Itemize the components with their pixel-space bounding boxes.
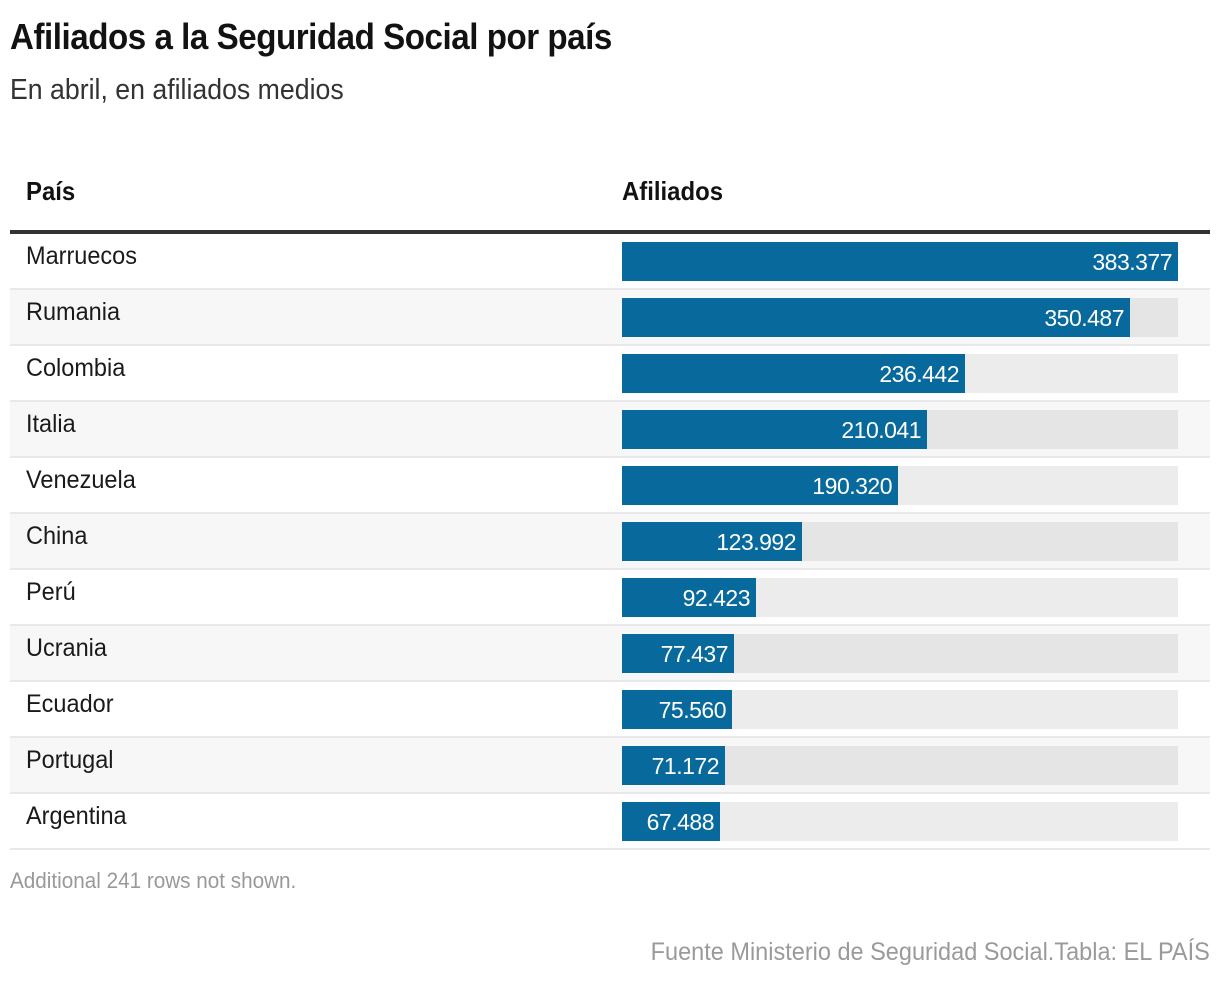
table-row: Argentina 67.488 (10, 794, 1210, 850)
rows-not-shown-note: Additional 241 rows not shown. (10, 868, 297, 893)
country-name: Ecuador (26, 690, 114, 718)
value-bar: 92.423 (622, 578, 756, 617)
country-name: Rumania (26, 298, 121, 326)
country-name: Colombia (26, 354, 126, 382)
value-label: 71.172 (651, 753, 720, 779)
chart-title: Afiliados a la Seguridad Social por país (10, 16, 612, 57)
value-label: 236.442 (879, 361, 959, 387)
table-header: País Afiliados (10, 170, 1210, 230)
table-row: Venezuela 190.320 (10, 458, 1210, 514)
value-bar: 123.992 (622, 522, 802, 561)
bar-track: 92.423 (622, 578, 1178, 617)
value-bar: 190.320 (622, 466, 898, 505)
bar-track: 75.560 (622, 690, 1178, 729)
value-bar: 350.487 (622, 298, 1130, 337)
table-row: China 123.992 (10, 514, 1210, 570)
table-row: Perú 92.423 (10, 570, 1210, 626)
value-label: 77.437 (660, 641, 729, 667)
country-name: Marruecos (26, 242, 138, 270)
table-row: Rumania 350.487 (10, 290, 1210, 346)
value-bar: 210.041 (622, 410, 927, 449)
value-bar: 77.437 (622, 634, 734, 673)
country-name: Venezuela (26, 466, 136, 494)
bar-track: 210.041 (622, 410, 1178, 449)
value-label: 210.041 (841, 417, 921, 443)
header-divider (10, 230, 1210, 234)
value-label: 75.560 (658, 697, 727, 723)
table-row: Colombia 236.442 (10, 346, 1210, 402)
bar-track: 123.992 (622, 522, 1178, 561)
value-label: 92.423 (682, 585, 751, 611)
column-header-value[interactable]: Afiliados (622, 176, 724, 206)
bar-track: 383.377 (622, 242, 1178, 281)
table-body: Marruecos 383.377 Rumania 350.487 Colombia 23… (10, 234, 1210, 850)
country-name: Portugal (26, 746, 114, 774)
value-label: 383.377 (1092, 249, 1172, 275)
bar-track: 67.488 (622, 802, 1178, 841)
country-name: Ucrania (26, 634, 107, 662)
table-row: Italia 210.041 (10, 402, 1210, 458)
value-label: 190.320 (812, 473, 892, 499)
bar-track: 77.437 (622, 634, 1178, 673)
table-row: Ucrania 77.437 (10, 626, 1210, 682)
country-name: Argentina (26, 802, 127, 830)
country-name: Perú (26, 578, 76, 606)
country-name: Italia (26, 410, 76, 438)
value-bar: 67.488 (622, 802, 720, 841)
value-bar: 71.172 (622, 746, 725, 785)
table-row: Marruecos 383.377 (10, 234, 1210, 290)
source-credit: Fuente Ministerio de Seguridad Social.Ta… (650, 938, 1210, 966)
bar-track: 190.320 (622, 466, 1178, 505)
bar-track: 350.487 (622, 298, 1178, 337)
table-row: Portugal 71.172 (10, 738, 1210, 794)
column-header-country[interactable]: País (26, 176, 76, 206)
bar-track: 236.442 (622, 354, 1178, 393)
country-name: China (26, 522, 88, 550)
value-label: 350.487 (1044, 305, 1124, 331)
value-bar: 75.560 (622, 690, 732, 729)
table-row: Ecuador 75.560 (10, 682, 1210, 738)
value-label: 123.992 (716, 529, 796, 555)
bar-track: 71.172 (622, 746, 1178, 785)
value-label: 67.488 (646, 809, 715, 835)
value-bar: 236.442 (622, 354, 965, 393)
chart-subtitle: En abril, en afiliados medios (10, 74, 344, 106)
value-bar: 383.377 (622, 242, 1178, 281)
